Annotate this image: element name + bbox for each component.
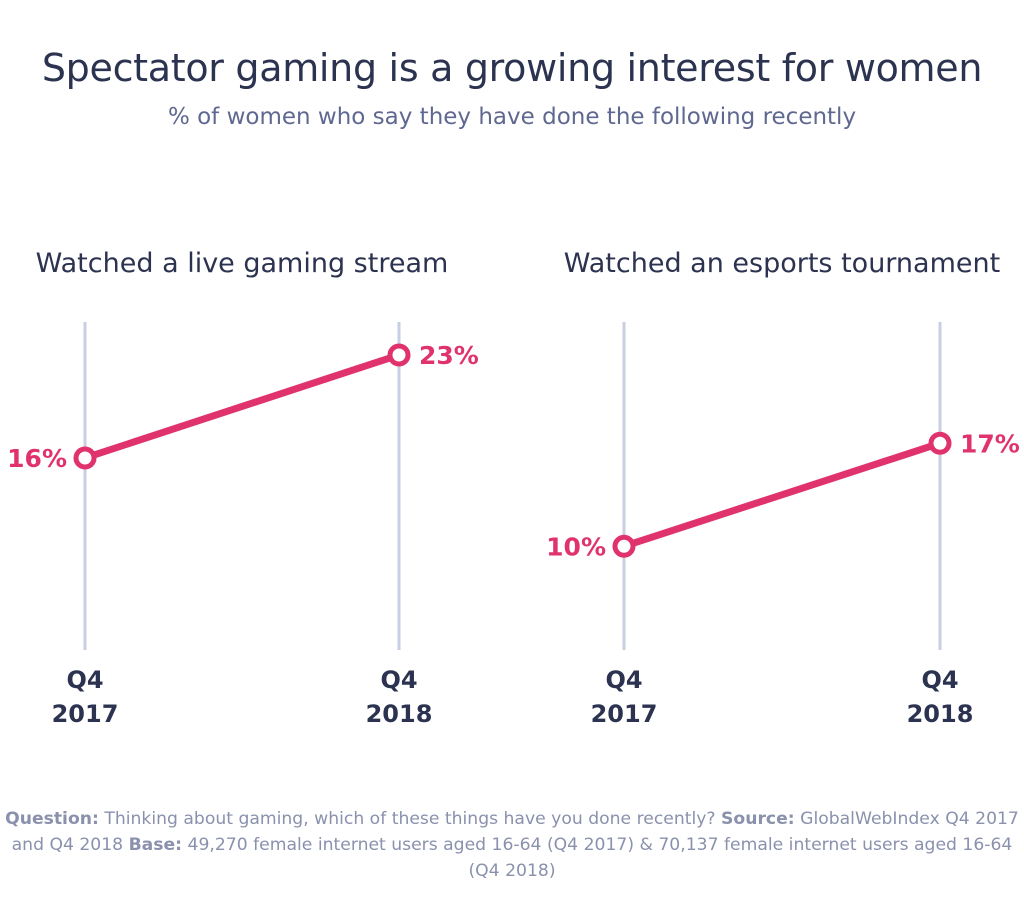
panel-title: Watched a live gaming stream [36,248,449,279]
x-tick-label: 2017 [52,700,119,728]
footnote-base-label: Base: [128,835,183,855]
x-tick-label: Q4 [380,666,417,694]
footnote-question-label: Question: [5,809,99,829]
x-tick-label: Q4 [66,666,103,694]
data-point [928,431,952,455]
data-label: 17% [960,429,1020,458]
footnote-question-text: Thinking about gaming, which of these th… [104,809,716,829]
panel-title: Watched an esports tournament [564,248,1000,279]
data-point [73,446,97,470]
data-label: 23% [419,341,479,370]
data-point [387,343,411,367]
x-tick-label: Q4 [921,666,958,694]
x-tick-label: 2017 [591,700,658,728]
data-label: 16% [7,444,67,473]
series-line [81,351,403,462]
x-tick-label: Q4 [605,666,642,694]
chart-subtitle: % of women who say they have done the fo… [167,104,857,130]
data-point [612,534,636,558]
series-line [620,439,944,550]
footnote: Question: Thinking about gaming, which o… [0,806,1024,884]
footnote-source-text: GlobalWebIndex Q4 2017 and Q4 2018 [11,809,1019,855]
data-label: 10% [546,532,606,561]
x-tick-label: 2018 [907,700,974,728]
x-tick-label: 2018 [366,700,433,728]
chart-title: Spectator gaming is a growing interest f… [41,46,983,90]
footnote-source-label: Source: [721,809,795,829]
footnote-base-text: 49,270 female internet users aged 16-64 … [187,835,1013,881]
